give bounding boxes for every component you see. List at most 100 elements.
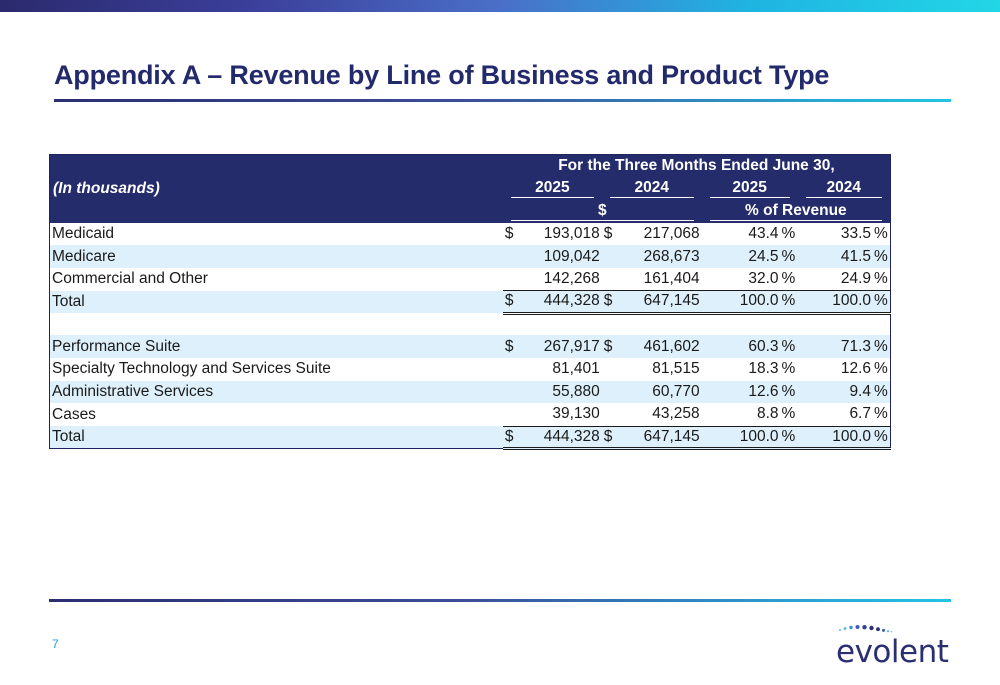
currency-sign [502, 380, 523, 404]
value-2025: 81,401 [522, 358, 602, 381]
currency-sign [601, 245, 622, 268]
value-2025: 444,328 [522, 290, 602, 315]
percent-sign: % [781, 224, 796, 242]
year-header-dollar-2024: 2024 [609, 179, 694, 199]
currency-sign: $ [601, 222, 622, 246]
currency-sign [502, 403, 523, 427]
table-row: Medicaid $193,018 $217,068 43.4% 33.5% [49, 222, 891, 246]
percent-2024: 100.0 [832, 427, 871, 445]
header-row-period: For the Three Months Ended June 30, [49, 154, 891, 178]
value-2024: 217,068 [621, 222, 702, 246]
value-2024: 81,515 [621, 358, 702, 381]
value-2024: 43,258 [621, 403, 702, 427]
year-header-dollar-2025: 2025 [510, 179, 594, 199]
value-2024: 268,673 [621, 245, 702, 268]
percent-2024: 9.4 [849, 383, 871, 401]
value-2025: 55,880 [522, 380, 602, 404]
percent-sign: % [874, 247, 888, 265]
percent-sign: % [781, 405, 796, 423]
currency-sign: $ [502, 335, 523, 358]
percent-sign: % [781, 337, 796, 355]
value-2025: 142,268 [522, 267, 602, 291]
row-label: Medicare [49, 245, 503, 268]
table-row: Specialty Technology and Services Suite 8… [49, 358, 891, 381]
row-label: Total [49, 426, 503, 449]
percent-2024: 12.6 [840, 360, 871, 378]
currency-sign: $ [601, 335, 622, 358]
page-title: Appendix A – Revenue by Line of Business… [54, 60, 830, 90]
currency-sign [601, 267, 622, 291]
value-2024: 647,145 [621, 425, 702, 451]
percent-2025: 32.0 [748, 270, 779, 288]
table-row: Commercial and Other 142,268 161,404 32.0% 2… [49, 267, 891, 291]
percent-sign: % [874, 292, 888, 310]
year-header-pct-2024: 2024 [805, 179, 882, 199]
percent-2024: 6.7 [849, 405, 871, 423]
value-2025: 39,130 [522, 403, 602, 427]
percent-sign: % [874, 427, 888, 445]
percent-2024: 33.5 [840, 224, 871, 242]
percent-2025: 43.4 [748, 224, 779, 242]
currency-sign [502, 245, 523, 268]
currency-sign [601, 380, 622, 404]
percent-sign: % [781, 383, 796, 401]
row-label: Cases [49, 403, 503, 427]
percent-sign: % [781, 427, 796, 445]
logo-wordmark: evolent [836, 634, 949, 670]
currency-sign [502, 267, 523, 291]
table-row: Performance Suite $267,917 $461,602 60.3% 71… [49, 335, 891, 358]
row-label: Total [49, 290, 503, 314]
percent-2024: 100.0 [832, 292, 871, 310]
currency-sign: $ [502, 290, 523, 315]
header-row-groups: $ % of Revenue [49, 199, 891, 223]
percent-sign: % [874, 224, 888, 242]
currency-sign: $ [601, 290, 622, 315]
percent-2025: 100.0 [739, 292, 779, 310]
percent-sign: % [781, 292, 796, 310]
value-2025: 193,018 [522, 222, 602, 246]
year-header-pct-2025: 2025 [709, 179, 790, 199]
value-2024: 647,145 [621, 290, 702, 315]
row-label: Performance Suite [49, 335, 503, 358]
percent-2025: 12.6 [748, 383, 779, 401]
value-2024: 60,770 [621, 380, 702, 404]
percent-sign: % [874, 383, 888, 401]
section-spacer [49, 313, 891, 336]
value-2025: 109,042 [522, 245, 602, 268]
currency-sign [502, 358, 523, 381]
revenue-table: For the Three Months Ended June 30, (In … [49, 154, 891, 451]
currency-sign [601, 358, 622, 381]
percent-sign: % [781, 270, 796, 288]
percent-2024: 71.3 [840, 337, 871, 355]
total-row: Total $444,328 $647,145 100.0% 100.0% [49, 425, 891, 451]
header-row-years: (In thousands) 2025 2024 2025 2024 [49, 177, 891, 200]
total-row: Total $444,328 $647,145 100.0% 100.0% [49, 290, 891, 315]
value-2024: 461,602 [621, 335, 702, 358]
footer-divider [49, 599, 951, 602]
currency-sign: $ [502, 425, 523, 451]
currency-sign: $ [601, 425, 622, 451]
group-header-dollar: $ [510, 202, 694, 221]
currency-sign [601, 403, 622, 427]
percent-sign: % [781, 360, 796, 378]
title-divider [54, 99, 951, 102]
period-header: For the Three Months Ended June 30, [502, 154, 891, 178]
percent-2024: 41.5 [840, 247, 871, 265]
row-label: Commercial and Other [49, 267, 503, 291]
percent-2025: 24.5 [748, 247, 779, 265]
row-label: Specialty Technology and Services Suite [49, 358, 503, 381]
unit-label: (In thousands) [49, 177, 503, 200]
table-row: Cases 39,130 43,258 8.8% 6.7% [49, 403, 891, 427]
logo-dots-icon [838, 625, 893, 633]
row-label: Administrative Services [49, 380, 503, 404]
top-gradient-bar [0, 0, 1000, 12]
value-2025: 267,917 [522, 335, 602, 358]
percent-sign: % [874, 270, 888, 288]
percent-2025: 60.3 [748, 337, 779, 355]
value-2025: 444,328 [522, 425, 602, 451]
percent-sign: % [874, 405, 888, 423]
percent-2024: 24.9 [840, 270, 871, 288]
percent-sign: % [781, 247, 796, 265]
percent-sign: % [874, 337, 888, 355]
percent-2025: 100.0 [739, 427, 779, 445]
